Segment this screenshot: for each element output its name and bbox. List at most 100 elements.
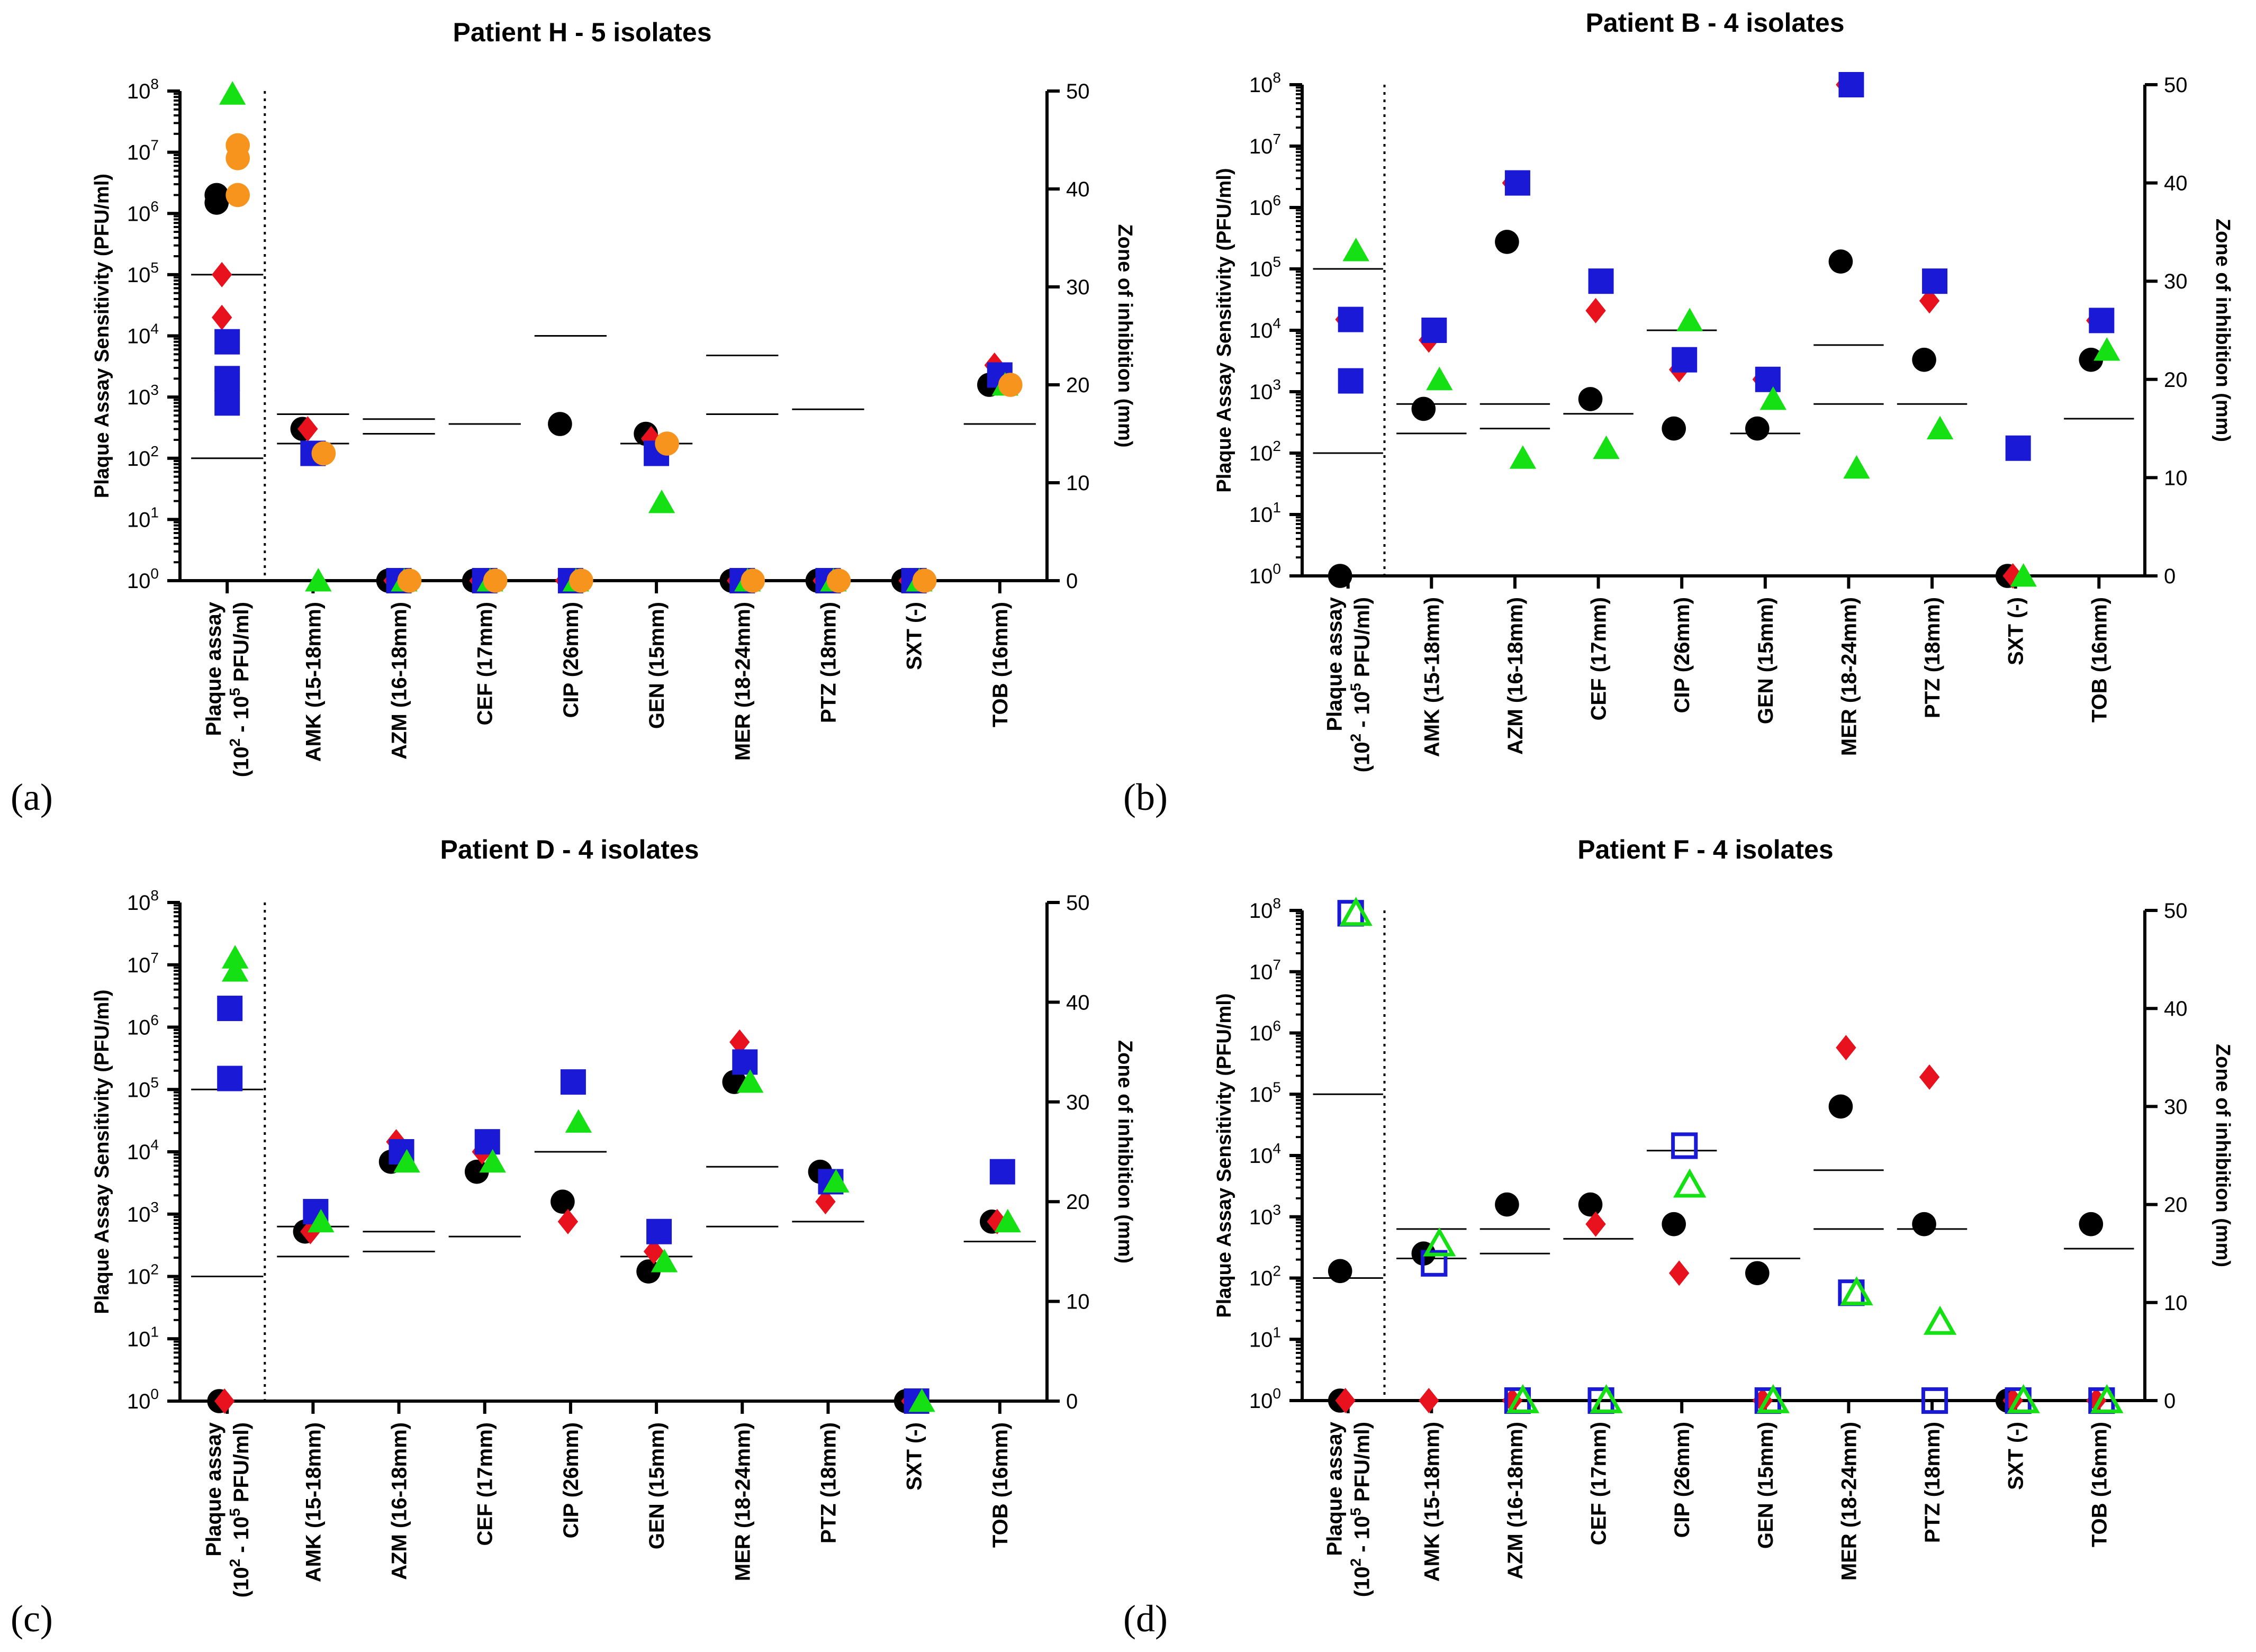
data-point-isolate-green <box>648 490 675 513</box>
y2-tick-label: 20 <box>1066 374 1090 397</box>
x-category-label: GEN (15mm) <box>645 602 669 729</box>
data-point-isolate-green <box>1926 416 1954 439</box>
x-category-label: TOB (16mm) <box>989 602 1012 727</box>
x-category-label: GEN (15mm) <box>1754 597 1777 724</box>
y2-axis-title: Zone of inhibition (mm) <box>1114 1040 1136 1263</box>
y-tick-base: 10 <box>1249 1022 1273 1045</box>
y-tick-exponent: 3 <box>1273 376 1281 393</box>
y-tick-exponent: 1 <box>150 504 159 520</box>
y-tick-exponent: 0 <box>150 1386 159 1402</box>
plaque-label-pre: (10 <box>1351 742 1374 772</box>
data-point-isolate-red <box>1585 1211 1606 1237</box>
data-point-isolate-black <box>1411 396 1436 421</box>
plaque-label-sup2: 5 <box>227 1508 243 1516</box>
x-category-label-plaque: Plaque assay(102 - 105 PFU/ml) <box>202 1422 253 1597</box>
data-point-isolate-red <box>1919 288 1940 314</box>
data-point-isolate-green-open <box>1840 1276 1873 1306</box>
x-category-label: TOB (16mm) <box>989 1422 1012 1548</box>
y-tick-base: 10 <box>127 325 151 348</box>
y-tick-exponent: 3 <box>150 1199 159 1215</box>
y-tick-base: 10 <box>1249 74 1273 97</box>
x-category-label: SXT (-) <box>2005 597 2028 665</box>
y-tick-exponent: 4 <box>150 321 159 337</box>
y-tick-exponent: 1 <box>1273 499 1281 516</box>
y-tick-base: 10 <box>127 202 151 225</box>
data-point-isolate-red <box>1919 1064 1940 1090</box>
y-tick-label: 100 <box>127 1386 159 1413</box>
data-point-isolate-red <box>729 1029 750 1055</box>
x-category-label: AZM (16-18mm) <box>1504 1422 1527 1579</box>
plaque-label-mid: - 10 <box>1351 1516 1374 1558</box>
x-category-label: MER (18-24mm) <box>1837 597 1861 756</box>
y-tick-base: 10 <box>127 1328 151 1351</box>
plaque-label-mid: - 10 <box>230 1516 253 1559</box>
y-tick-base: 10 <box>127 954 151 977</box>
y2-tick-label: 50 <box>1066 80 1090 103</box>
data-point-isolate-red <box>214 1388 235 1414</box>
y-tick-exponent: 3 <box>150 382 159 398</box>
x-category-label: TOB (16mm) <box>2088 597 2111 723</box>
y-tick-label: 108 <box>127 76 159 103</box>
data-point-isolate-blue <box>1838 72 1864 97</box>
y-tick-exponent: 1 <box>1273 1324 1281 1340</box>
data-point-isolate-black <box>2079 1212 2104 1236</box>
x-category-label: CEF (17mm) <box>1587 597 1611 720</box>
data-point-isolate-black <box>1912 1212 1936 1236</box>
panel-label: (b) <box>1123 776 1168 818</box>
x-category-label: PTZ (18mm) <box>817 1422 840 1543</box>
y2-tick-label: 0 <box>1066 570 1078 593</box>
data-point-isolate-black <box>1495 1192 1519 1217</box>
y2-tick-label: 20 <box>1066 1190 1090 1214</box>
plaque-label-mid: - 10 <box>230 696 253 738</box>
data-point-isolate-black <box>1328 1259 1352 1284</box>
data-point-isolate-red <box>643 1239 664 1265</box>
y-tick-label: 103 <box>127 1199 159 1226</box>
y2-tick-label: 30 <box>2164 1095 2188 1118</box>
y2-tick-label: 30 <box>2164 270 2188 293</box>
x-category-label: CIP (26mm) <box>560 602 583 718</box>
data-point-isolate-blue <box>1588 268 1614 294</box>
y-tick-label: 108 <box>127 887 159 915</box>
plaque-label-pre: (10 <box>1351 1566 1374 1597</box>
data-point-isolate-green <box>1426 366 1453 391</box>
data-point-isolate-black <box>1662 1212 1686 1236</box>
plaque-label-mid: - 10 <box>1351 691 1374 734</box>
data-point-isolate-green <box>1676 308 1703 331</box>
y-tick-base: 10 <box>1249 381 1273 404</box>
y-tick-label: 106 <box>127 1012 159 1040</box>
y2-tick-label: 40 <box>1066 991 1090 1014</box>
data-point-isolate-black <box>1662 416 1686 441</box>
x-category-label: Plaque assay <box>202 601 225 736</box>
plaque-label-post: PFU/ml) <box>230 602 253 688</box>
x-category-label: AMK (15-18mm) <box>302 602 325 762</box>
data-point-isolate-green <box>1342 238 1369 261</box>
data-point-isolate-red <box>815 1189 836 1215</box>
data-point-isolate-green <box>908 1388 935 1412</box>
y-tick-exponent: 2 <box>1273 1263 1281 1279</box>
data-point-isolate-green <box>308 1208 335 1233</box>
y-tick-exponent: 4 <box>150 1136 159 1153</box>
y-tick-base: 10 <box>127 447 151 471</box>
x-category-label: AZM (16-18mm) <box>388 1422 411 1580</box>
y-axis-title: Plaque Assay Sensitivity (PFU/ml) <box>1213 168 1235 492</box>
data-point-isolate-black <box>1828 249 1853 274</box>
y-tick-exponent: 5 <box>150 259 159 276</box>
x-category-sublabel: (102 - 105 PFU/ml) <box>1348 1422 1374 1597</box>
y-tick-exponent: 7 <box>150 950 159 966</box>
data-point-isolate-blue-open <box>1921 1387 1948 1414</box>
y2-tick-label: 40 <box>2164 172 2188 195</box>
x-category-label: MER (18-24mm) <box>1837 1422 1861 1581</box>
data-point-isolate-red <box>557 1208 579 1234</box>
y-tick-base: 10 <box>1249 258 1273 281</box>
y2-tick-label: 40 <box>2164 997 2188 1021</box>
y-tick-exponent: 2 <box>150 443 159 459</box>
data-point-isolate-blue <box>474 1129 500 1155</box>
y-tick-label: 105 <box>127 1074 159 1102</box>
plaque-label-pre: (10 <box>230 746 253 777</box>
y2-tick-label: 30 <box>1066 276 1090 299</box>
data-point-isolate-orange <box>311 441 336 466</box>
data-point-isolate-blue <box>217 1066 243 1091</box>
data-point-isolate-green <box>219 81 246 105</box>
data-point-isolate-blue <box>1421 318 1447 343</box>
data-point-isolate-orange <box>569 568 593 593</box>
